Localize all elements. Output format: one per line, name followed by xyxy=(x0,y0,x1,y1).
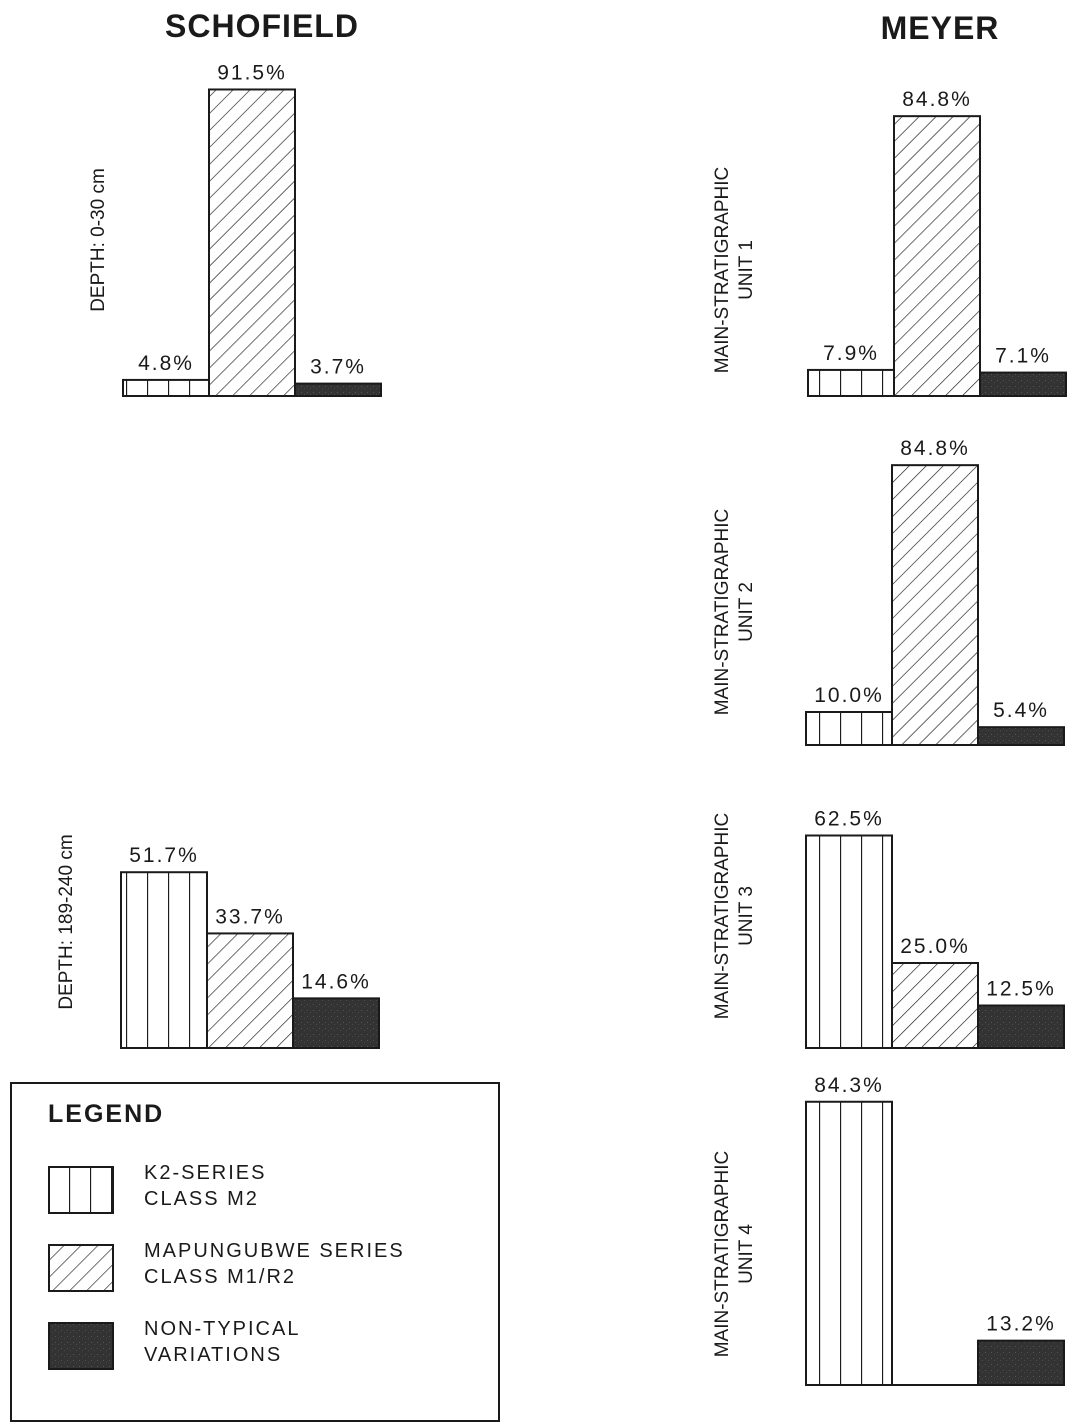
bar-3 xyxy=(294,382,382,398)
data-label-3: 5.4% xyxy=(993,699,1049,722)
data-label-2: 33.7% xyxy=(215,905,285,928)
y-axis-label: MAIN-STRATIGRAPHIC UNIT 2 xyxy=(712,509,757,716)
y-axis-label: MAIN-STRATIGRAPHIC UNIT 3 xyxy=(712,813,757,1020)
bar-2 xyxy=(891,962,979,1049)
bar-1 xyxy=(807,368,895,397)
legend-label-mapungubwe: MAPUNGUBWE SERIES CLASS M1/R2 xyxy=(144,1240,405,1288)
bar-3 xyxy=(292,997,380,1049)
data-label-1: 62.5% xyxy=(814,808,884,831)
chart-panel-3: 7.9% 84.8% 7.1% MAIN-STRATIGRAPHIC UNIT 1 xyxy=(712,88,1067,398)
y-axis-label: DEPTH: 189-240 cm xyxy=(56,834,77,1009)
y-axis-label: DEPTH: 0-30 cm xyxy=(88,168,109,312)
bar-3 xyxy=(977,726,1065,746)
legend-title: LEGEND xyxy=(48,1100,165,1128)
bar-1 xyxy=(120,871,208,1049)
bar-3 xyxy=(977,1004,1065,1049)
bar-3 xyxy=(979,371,1067,398)
data-label-1: 84.3% xyxy=(814,1074,884,1097)
data-label-2: 91.5% xyxy=(217,61,287,84)
bar-1 xyxy=(805,834,893,1049)
solid-dark-swatch-icon xyxy=(48,1322,114,1370)
vertical-lines-swatch-icon xyxy=(48,1166,114,1214)
y-axis-label: MAIN-STRATIGRAPHIC UNIT 4 xyxy=(712,1151,757,1358)
chart-panel-2: 51.7% 33.7% 14.6% DEPTH: 189-240 cm xyxy=(56,834,380,1049)
data-label-3: 12.5% xyxy=(986,978,1056,1001)
chart-panel-6: 84.3% 13.2% MAIN-STRATIGRAPHIC UNIT 4 xyxy=(712,1074,1065,1386)
y-axis-label: MAIN-STRATIGRAPHIC UNIT 1 xyxy=(712,167,757,374)
bar-1 xyxy=(805,711,893,746)
chart-panel-4: 10.0% 84.8% 5.4% MAIN-STRATIGRAPHIC UNIT 2 xyxy=(712,437,1065,746)
data-label-1: 10.0% xyxy=(814,684,884,707)
data-label-2: 84.8% xyxy=(902,88,972,111)
data-label-1: 7.9% xyxy=(823,342,879,365)
data-label-2: 84.8% xyxy=(900,437,970,460)
meyer-header: MEYER xyxy=(880,10,1000,46)
data-label-3: 3.7% xyxy=(310,356,366,379)
data-label-3: 7.1% xyxy=(995,345,1051,368)
diagonal-hatch-swatch-icon xyxy=(48,1244,114,1292)
bar-2 xyxy=(893,115,981,397)
legend-label-non-typical: NON-TYPICAL VARIATIONS xyxy=(144,1318,301,1366)
bar-2 xyxy=(891,464,979,746)
legend: LEGEND K2-SERIES CLASS M2 MAPUNGUBWE SER… xyxy=(10,1082,500,1422)
chart-panel-5: 62.5% 25.0% 12.5% MAIN-STRATIGRAPHIC UNIT 3 xyxy=(712,808,1065,1049)
bar-1 xyxy=(805,1100,893,1386)
bar-2 xyxy=(208,88,296,397)
data-label-1: 4.8% xyxy=(138,352,194,375)
data-label-2: 25.0% xyxy=(900,935,970,958)
data-label-1: 51.7% xyxy=(129,844,199,867)
bar-2 xyxy=(206,932,294,1049)
data-label-3: 14.6% xyxy=(301,970,371,993)
bar-3 xyxy=(977,1339,1065,1386)
bar-1 xyxy=(122,378,210,398)
legend-label-k2: K2-SERIES CLASS M2 xyxy=(144,1162,267,1210)
schofield-header: SCHOFIELD xyxy=(165,8,359,44)
data-label-3: 13.2% xyxy=(986,1313,1056,1336)
chart-panel-1: 4.8% 91.5% 3.7% DEPTH: 0-30 cm xyxy=(88,61,382,398)
